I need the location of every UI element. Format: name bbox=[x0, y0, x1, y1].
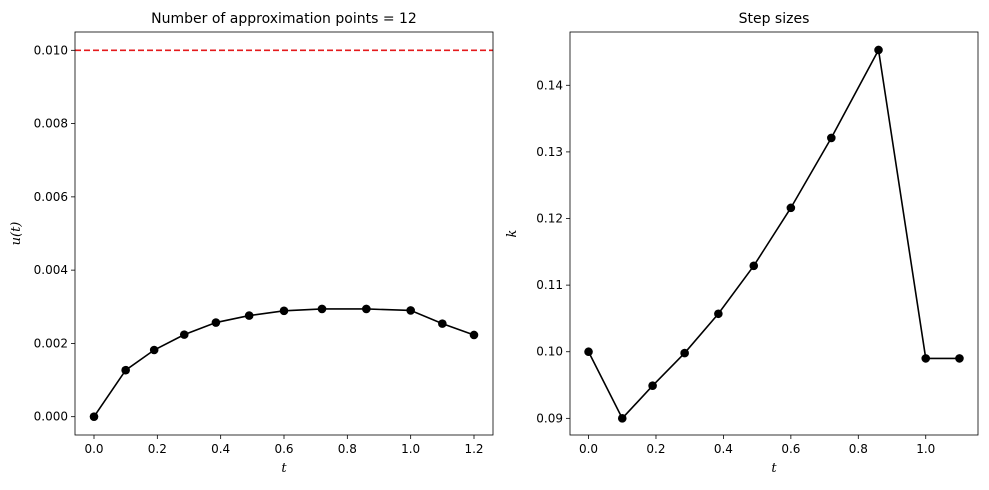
series-line bbox=[93, 308, 475, 418]
y-tick-label: 0.10 bbox=[536, 345, 563, 359]
data-point bbox=[149, 345, 159, 355]
y-tick-label: 0.13 bbox=[536, 145, 563, 159]
data-point bbox=[362, 304, 371, 314]
x-tick-label: 0.4 bbox=[211, 442, 230, 456]
data-point bbox=[827, 133, 836, 143]
x-tick-label: 0.0 bbox=[84, 442, 103, 456]
data-point bbox=[406, 306, 415, 315]
data-point bbox=[121, 365, 130, 375]
x-tick-label: 0.2 bbox=[148, 442, 167, 456]
y-tick-label: 0.000 bbox=[34, 410, 68, 424]
x-tick-label: 0.2 bbox=[646, 442, 665, 456]
data-point bbox=[617, 414, 627, 423]
data-point bbox=[211, 318, 221, 327]
data-point bbox=[584, 347, 593, 357]
x-tick-label: 1.0 bbox=[401, 442, 420, 456]
step-sizes-plot-panel: Step sizes 0.0 0.2 0.4 0.6 0.8 1.0 0.09 0.10 0.11… bbox=[505, 11, 979, 476]
chart-title: Number of approximation points = 12 bbox=[151, 11, 417, 27]
data-point bbox=[874, 45, 883, 55]
solution-plot-panel: Number of approximation points = 12 0.0 0.… bbox=[9, 11, 494, 476]
x-tick-label: 0.4 bbox=[714, 442, 733, 456]
x-tick-label: 1.0 bbox=[916, 442, 935, 456]
data-point bbox=[469, 330, 479, 340]
x-tick-label: 0.6 bbox=[274, 442, 293, 456]
data-point bbox=[179, 330, 189, 339]
x-tick-label: 0.8 bbox=[849, 442, 868, 456]
axes-frame bbox=[74, 31, 494, 436]
y-tick-label: 0.09 bbox=[536, 411, 563, 425]
y-tick-label: 0.11 bbox=[536, 278, 563, 292]
x-tick-label: 0.8 bbox=[338, 442, 357, 456]
y-tick-label: 0.006 bbox=[34, 190, 68, 204]
x-axis-label: t bbox=[281, 461, 287, 476]
series-line bbox=[587, 47, 960, 420]
x-axis-label: t bbox=[771, 461, 777, 476]
data-point bbox=[749, 261, 759, 271]
y-tick-label: 0.002 bbox=[34, 336, 68, 350]
data-point bbox=[786, 203, 796, 213]
y-tick-label: 0.12 bbox=[536, 212, 563, 226]
chart-title: Step sizes bbox=[739, 11, 810, 27]
x-tick-label: 1.2 bbox=[464, 442, 483, 456]
data-point bbox=[921, 354, 931, 363]
data-point bbox=[714, 309, 723, 319]
y-axis-label: u(t) bbox=[9, 222, 24, 246]
axes-frame bbox=[569, 31, 979, 436]
data-point bbox=[279, 306, 289, 316]
y-tick-label: 0.008 bbox=[34, 117, 68, 131]
data-point bbox=[438, 319, 447, 328]
y-axis-label: k bbox=[505, 229, 520, 237]
y-tick-label: 0.010 bbox=[34, 43, 68, 57]
data-point bbox=[648, 381, 657, 391]
data-point bbox=[955, 354, 964, 363]
y-tick-label: 0.004 bbox=[34, 263, 68, 277]
data-point bbox=[244, 311, 254, 320]
data-point bbox=[317, 304, 327, 314]
y-tick-label: 0.14 bbox=[536, 78, 563, 92]
x-tick-label: 0.0 bbox=[579, 442, 598, 456]
data-point bbox=[680, 348, 689, 358]
x-tick-label: 0.6 bbox=[781, 442, 800, 456]
data-point bbox=[89, 412, 99, 421]
